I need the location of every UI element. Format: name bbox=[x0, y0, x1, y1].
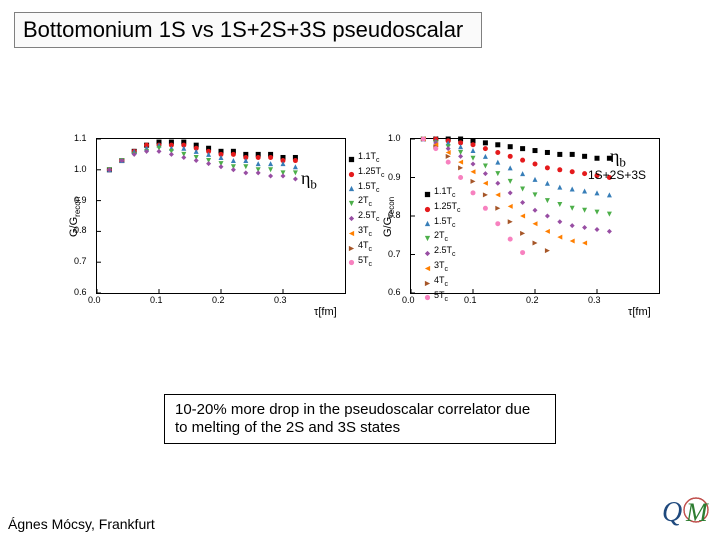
chart-left-legend-item: 2.5Tc bbox=[348, 210, 385, 225]
chart-left-legend-item: 5Tc bbox=[348, 255, 385, 270]
chart-left-ytick: 1.0 bbox=[74, 164, 87, 174]
chart-right-legend-item: 1.5Tc bbox=[424, 216, 461, 231]
chart-right-legend-item: 1.25Tc bbox=[424, 201, 461, 216]
chart-left-xtick: 0.1 bbox=[150, 295, 163, 305]
chart-left-legend-item: 4Tc bbox=[348, 240, 385, 255]
chart-right-legend-item: 5Tc bbox=[424, 290, 461, 305]
chart-left-legend-item: 1.1Tc bbox=[348, 151, 385, 166]
slide: Bottomonium 1S vs 1S+2S+3S pseudoscalar … bbox=[0, 0, 720, 540]
chart-right-ytick: 0.7 bbox=[388, 249, 401, 259]
chart-left-ylabel: G/Grecon bbox=[68, 197, 82, 237]
chart-left-ytick: 0.7 bbox=[74, 256, 87, 266]
slide-title: Bottomonium 1S vs 1S+2S+3S pseudoscalar bbox=[14, 12, 482, 48]
chart-left-ytick: 0.6 bbox=[74, 287, 87, 297]
chart-left-xlabel: τ[fm] bbox=[314, 306, 337, 318]
chart-left-legend: 1.1Tc1.25Tc1.5Tc2Tc2.5Tc3Tc4Tc5Tc bbox=[348, 151, 385, 269]
chart-right-legend-item: 3Tc bbox=[424, 260, 461, 275]
chart-right-xlabel: τ[fm] bbox=[628, 306, 651, 318]
chart-right-legend-item: 2.5Tc bbox=[424, 245, 461, 260]
svg-text:Q: Q bbox=[662, 497, 682, 528]
chart-right-subtitle: 1S+2S+3S bbox=[588, 168, 646, 182]
chart-left-title: ηb bbox=[301, 168, 317, 193]
chart-left-xtick: 0.3 bbox=[274, 295, 287, 305]
callout-box: 10-20% more drop in the pseudoscalar cor… bbox=[164, 394, 556, 444]
chart-left-plot-area bbox=[96, 138, 346, 294]
chart-left-ytick: 1.1 bbox=[74, 133, 87, 143]
chart-left-xtick: 0.0 bbox=[88, 295, 101, 305]
chart-left-xtick: 0.2 bbox=[212, 295, 225, 305]
svg-text:M: M bbox=[685, 498, 709, 527]
chart-right-ytick: 1.0 bbox=[388, 133, 401, 143]
chart-right-xtick: 0.2 bbox=[526, 295, 539, 305]
chart-right-ylabel: G/Grecon bbox=[382, 197, 396, 237]
chart-right-legend-item: 1.1Tc bbox=[424, 186, 461, 201]
chart-left-legend-item: 3Tc bbox=[348, 225, 385, 240]
chart-left-legend-item: 2Tc bbox=[348, 195, 385, 210]
logo-icon: Q M bbox=[656, 491, 714, 534]
chart-left-legend-item: 1.5Tc bbox=[348, 181, 385, 196]
chart-right-legend-item: 2Tc bbox=[424, 230, 461, 245]
chart-right-xtick: 0.1 bbox=[464, 295, 477, 305]
callout-text: 10-20% more drop in the pseudoscalar cor… bbox=[175, 401, 530, 436]
chart-right-legend-item: 4Tc bbox=[424, 275, 461, 290]
chart-right-legend: 1.1Tc1.25Tc1.5Tc2Tc2.5Tc3Tc4Tc5Tc bbox=[424, 186, 461, 304]
chart-right-xtick: 0.3 bbox=[588, 295, 601, 305]
chart-right-xtick: 0.0 bbox=[402, 295, 415, 305]
chart-right-title: ηb bbox=[610, 146, 626, 171]
chart-right-ytick: 0.9 bbox=[388, 172, 401, 182]
footer: Ágnes Mócsy, Frankfurt bbox=[8, 516, 155, 532]
chart-left-legend-item: 1.25Tc bbox=[348, 166, 385, 181]
chart-right-ytick: 0.6 bbox=[388, 287, 401, 297]
